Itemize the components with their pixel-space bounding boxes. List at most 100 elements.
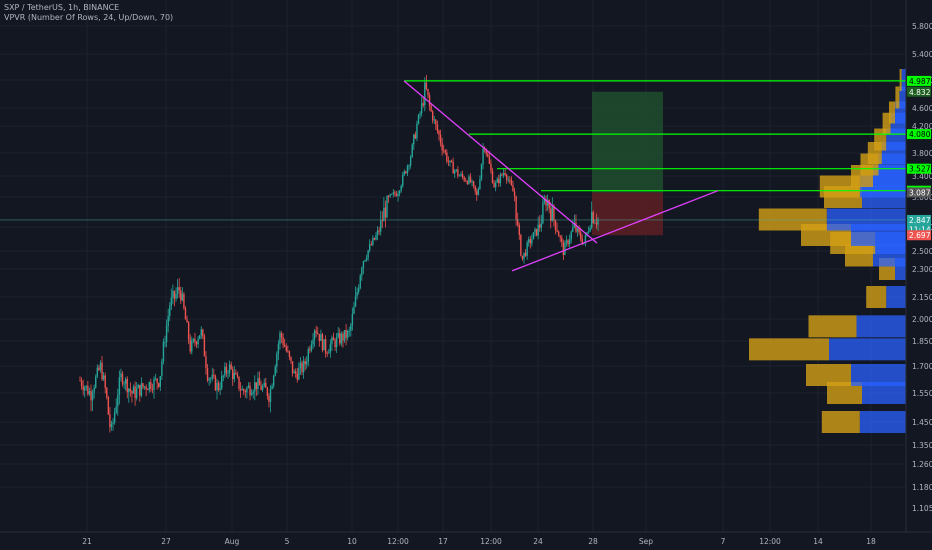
- candle: [115, 398, 117, 415]
- candle: [457, 166, 459, 179]
- candle-body: [293, 371, 295, 374]
- candle: [573, 214, 576, 229]
- candle: [276, 351, 278, 374]
- candle: [306, 356, 308, 369]
- candle: [197, 336, 199, 349]
- candle-body: [323, 339, 325, 351]
- candle: [335, 332, 338, 353]
- candle: [364, 259, 366, 263]
- candle: [158, 382, 160, 389]
- candle-body: [356, 291, 358, 297]
- candle: [107, 395, 110, 416]
- candle: [120, 368, 122, 382]
- candles: [79, 74, 599, 433]
- candle: [232, 366, 234, 386]
- candle: [287, 345, 289, 353]
- candle: [176, 279, 179, 299]
- y-tick-label: 1.550: [912, 389, 932, 398]
- candle-body: [402, 174, 404, 186]
- candle-body: [235, 372, 237, 375]
- y-tick-label: 2.150: [912, 293, 932, 302]
- candle-body: [439, 134, 442, 144]
- candle-body: [113, 412, 116, 423]
- candle-body: [175, 293, 177, 299]
- candle: [557, 230, 560, 237]
- candle-body: [474, 185, 476, 192]
- candle: [205, 351, 207, 375]
- candle-body: [499, 174, 502, 184]
- candle: [255, 382, 258, 397]
- candle: [181, 287, 184, 302]
- candle: [540, 214, 543, 232]
- candle-body: [548, 200, 550, 209]
- candle-body: [501, 174, 503, 176]
- candle: [405, 170, 407, 175]
- candle: [334, 338, 336, 351]
- candle-body: [258, 378, 261, 386]
- triangle-pattern: [403, 80, 719, 272]
- x-tick-label: 12:00: [759, 537, 781, 546]
- candle: [194, 332, 196, 347]
- candle-body: [394, 192, 396, 195]
- candle: [351, 307, 354, 331]
- candle: [323, 339, 325, 351]
- candle: [512, 180, 514, 192]
- y-tick-label: 1.850: [912, 337, 932, 346]
- candle-body: [269, 389, 272, 402]
- candle-body: [384, 207, 387, 218]
- candle-body: [428, 95, 431, 106]
- x-tick-label: 27: [161, 537, 171, 546]
- candle-body: [228, 364, 231, 373]
- candle-body: [391, 193, 393, 195]
- candle-body: [91, 392, 94, 401]
- x-tick-label: 17: [438, 537, 448, 546]
- candle-body: [350, 325, 352, 331]
- candle-body: [324, 339, 327, 354]
- candle-body: [562, 241, 565, 256]
- candle-body: [372, 237, 374, 245]
- candle-body: [539, 224, 541, 228]
- candle-body: [217, 382, 220, 390]
- candle-body: [232, 369, 234, 380]
- candle: [436, 120, 439, 134]
- candle: [329, 339, 332, 358]
- candle: [545, 195, 547, 212]
- candle: [414, 131, 417, 140]
- candle: [151, 383, 154, 394]
- candle-body: [505, 174, 508, 180]
- candle-body: [447, 161, 450, 163]
- y-tick-label: 2.000: [912, 315, 932, 324]
- candle: [293, 369, 295, 374]
- candle: [576, 227, 579, 237]
- candle-body: [575, 222, 577, 232]
- candle: [137, 383, 139, 389]
- candle-body: [465, 180, 467, 182]
- candle: [337, 326, 339, 339]
- candle: [295, 368, 297, 378]
- candle: [148, 381, 150, 393]
- candle-body: [109, 414, 111, 428]
- y-tick-label: 3.000: [912, 193, 932, 202]
- candle-body: [87, 385, 89, 395]
- candle-body: [102, 375, 105, 380]
- candle-body: [443, 150, 445, 151]
- candle: [447, 156, 450, 166]
- price-label-bg: [907, 214, 931, 225]
- candle-body: [370, 244, 372, 245]
- candle-body: [132, 386, 135, 394]
- candle-body: [444, 150, 446, 153]
- x-tick-label: 24: [533, 537, 543, 546]
- candle-body: [96, 367, 99, 377]
- candle-body: [353, 306, 355, 314]
- candle: [466, 180, 469, 186]
- candle-body: [310, 344, 313, 351]
- candle-body: [482, 148, 484, 165]
- indicator-legend: VPVR (Number Of Rows, 24, Up/Down, 70): [4, 13, 174, 22]
- candle: [460, 171, 462, 177]
- candle: [430, 103, 432, 113]
- candle: [562, 239, 565, 260]
- candle: [121, 371, 124, 387]
- candle-body: [589, 227, 591, 232]
- y-tick-label: 5.800: [912, 22, 932, 31]
